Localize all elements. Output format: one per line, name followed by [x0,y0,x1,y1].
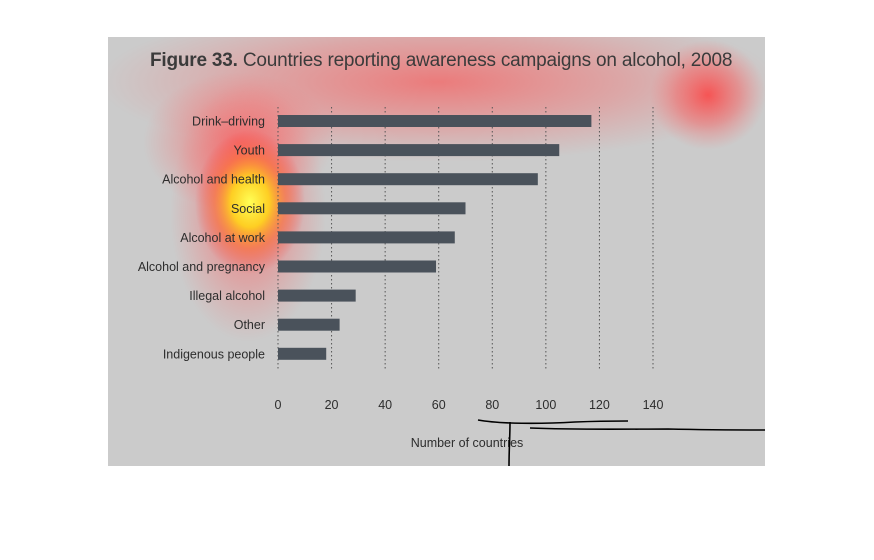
category-label: Drink–driving [192,115,265,129]
x-axis-label: Number of countries [411,436,524,450]
figure-number: Figure 33. [150,50,238,71]
x-tick-label: 0 [275,398,282,412]
bar-6 [278,289,356,302]
bar-2 [278,173,538,186]
category-label: Illegal alcohol [189,289,265,303]
bar-8 [278,347,327,360]
bar-3 [278,202,466,215]
bar-7 [278,318,340,331]
category-label: Alcohol and health [162,173,265,187]
category-label: Alcohol and pregnancy [138,260,266,274]
bar-5 [278,260,437,273]
bar-chart: Drink–driving Youth Alcohol and health Soci… [138,107,664,450]
x-tick-label: 60 [432,398,446,412]
category-label: Other [234,318,265,332]
x-tick-label: 20 [325,398,339,412]
category-label: Alcohol at work [180,231,266,245]
x-tick-label: 80 [485,398,499,412]
x-tick-label: 100 [535,398,556,412]
x-tick-label: 40 [378,398,392,412]
bar-0 [278,115,592,127]
bar-1 [278,144,560,157]
category-labels: Drink–driving Youth Alcohol and health Soci… [138,115,266,362]
category-label: Youth [233,144,265,158]
category-label: Indigenous people [163,347,265,361]
figure-panel: Figure 33. Countries reporting awareness… [108,37,765,466]
bar-4 [278,231,455,244]
x-tick-labels: 0 20 40 60 80 100 120 140 [275,398,664,412]
x-tick-label: 140 [643,398,664,412]
category-label: Social [231,202,265,216]
figure-title-text: Countries reporting awareness campaigns … [242,50,733,71]
x-tick-label: 120 [589,398,610,412]
bars [278,115,592,360]
chart-title: Figure 33. Countries reporting awareness… [150,50,732,72]
